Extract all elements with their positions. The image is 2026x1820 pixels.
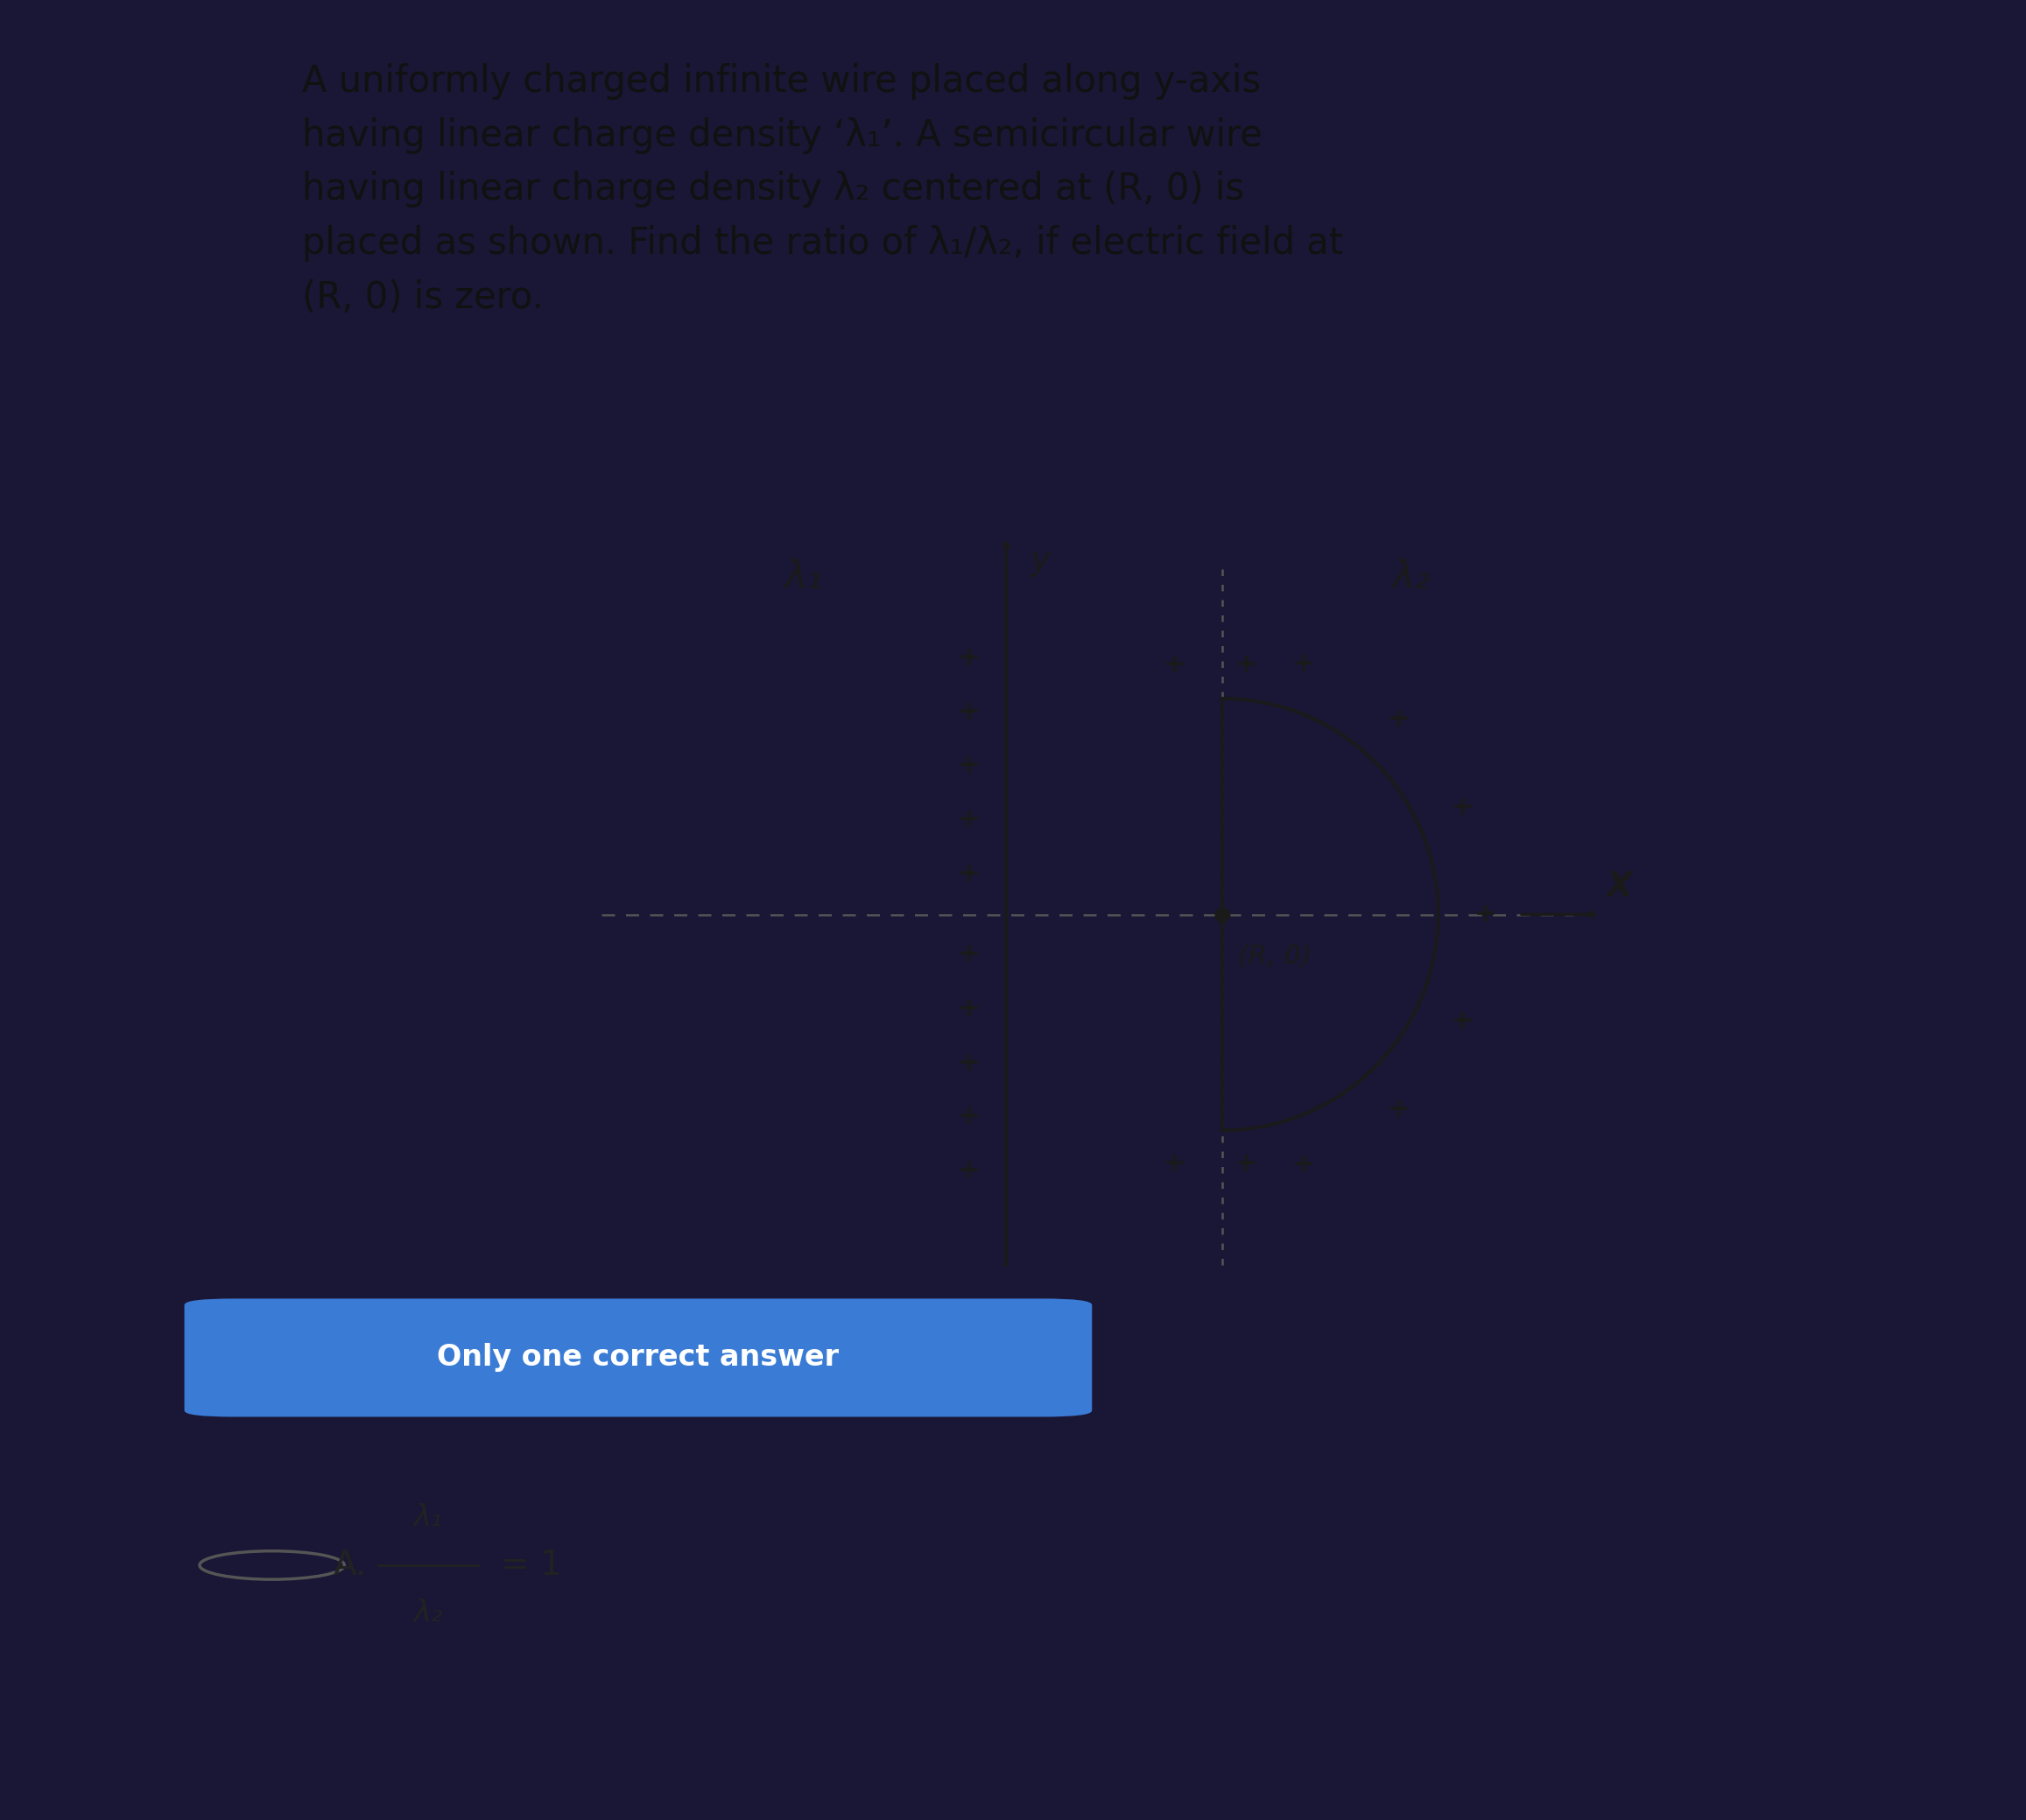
Text: +: + (1475, 901, 1497, 926)
Text: y: y (1031, 544, 1051, 577)
Text: +: + (1451, 1008, 1473, 1034)
Text: +: + (1163, 652, 1187, 677)
Text: A uniformly charged infinite wire placed along y-axis
having linear charge densi: A uniformly charged infinite wire placed… (302, 62, 1343, 317)
Text: +: + (1236, 1152, 1258, 1178)
Text: λ₂: λ₂ (413, 1598, 442, 1627)
Text: λ₂: λ₂ (1392, 559, 1430, 595)
Text: +: + (958, 996, 981, 1021)
Text: +: + (1293, 652, 1315, 677)
Text: X: X (1607, 870, 1633, 903)
Text: +: + (1451, 795, 1473, 821)
Text: +: + (1475, 901, 1497, 926)
Text: +: + (958, 861, 981, 886)
Text: +: + (958, 1105, 981, 1130)
Text: +: + (1388, 1097, 1410, 1123)
Text: Only one correct answer: Only one correct answer (438, 1343, 839, 1372)
Text: A.: A. (332, 1549, 367, 1582)
Text: λ₁: λ₁ (784, 559, 823, 595)
Text: = 1: = 1 (500, 1549, 561, 1582)
Text: +: + (958, 753, 981, 779)
Text: +: + (958, 1050, 981, 1076)
FancyBboxPatch shape (184, 1299, 1092, 1416)
Text: +: + (1293, 1152, 1315, 1178)
Text: λ₁: λ₁ (413, 1503, 442, 1532)
Text: +: + (1388, 706, 1410, 732)
Text: (R, 0): (R, 0) (1238, 945, 1313, 970)
Text: +: + (958, 646, 981, 672)
Text: +: + (958, 699, 981, 724)
Text: +: + (958, 808, 981, 832)
Text: +: + (1163, 1152, 1187, 1178)
Text: +: + (958, 1158, 981, 1183)
Text: +: + (1236, 652, 1258, 677)
Text: +: + (958, 943, 981, 968)
